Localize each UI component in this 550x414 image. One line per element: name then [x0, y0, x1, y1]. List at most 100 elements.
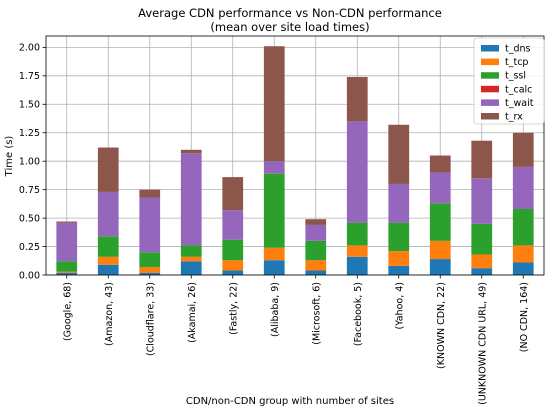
bars-layer	[56, 46, 534, 275]
legend-label: t_calc	[505, 84, 532, 95]
chart-subtitle: (mean over site load times)	[210, 20, 369, 34]
y-tick-label: 0.75	[19, 185, 40, 196]
bar-segment-t-rx	[429, 155, 451, 173]
y-tick-label: 1.50	[19, 100, 40, 111]
bar-segment-t-tcp	[97, 256, 119, 265]
bar-segment-t-wait	[56, 222, 78, 262]
bar-segment-t-ssl	[346, 222, 368, 246]
bar-segment-t-rx	[471, 140, 493, 179]
x-tick-label: (Amazon, 43)	[104, 282, 115, 346]
legend-label: t_tcp	[505, 57, 528, 68]
legend-label: t_ssl	[505, 71, 526, 82]
legend-swatch-t-tcp	[481, 58, 499, 66]
bar-segment-t-dns	[305, 270, 327, 275]
bar-segment-t-wait	[97, 191, 119, 237]
bar-segment-t-rx	[512, 132, 534, 167]
y-tick-label: 0.25	[19, 242, 40, 253]
bar-segment-t-rx	[56, 221, 78, 223]
chart-title: Average CDN performance vs Non-CDN perfo…	[138, 6, 442, 20]
legend-label: t_wait	[505, 98, 534, 109]
legend-swatch-t-rx	[481, 113, 499, 120]
bar-segment-t-wait	[180, 153, 202, 246]
y-axis-label: Time (s)	[4, 136, 15, 178]
legend-swatch-t-dns	[481, 45, 499, 52]
bar-segment-t-ssl	[471, 223, 493, 255]
bar-segment-t-dns	[512, 262, 534, 275]
bar-segment-t-rx	[222, 177, 244, 211]
y-ticks: 0.00 0.25 0.50 0.75 1.00 1.25 1.50 1.75 2.00	[19, 43, 46, 281]
bar-segment-t-ssl	[222, 239, 244, 261]
bar-segment-t-ssl	[512, 208, 534, 246]
bar-segment-t-wait	[305, 224, 327, 241]
bar-segment-t-dns	[222, 270, 244, 275]
y-tick-label: 0.00	[19, 270, 40, 281]
bar-segment-t-dns	[139, 272, 161, 275]
legend-swatch-t-calc	[481, 85, 499, 93]
bar-segment-t-ssl	[56, 261, 78, 272]
bar-segment-t-dns	[263, 260, 285, 275]
bar-segment-t-wait	[388, 183, 410, 223]
bar-segment-t-rx	[97, 147, 119, 192]
bar-segment-t-rx	[305, 219, 327, 225]
bar-segment-t-tcp	[305, 260, 327, 271]
bar-segment-t-dns	[346, 256, 368, 275]
y-tick-label: 1.25	[19, 128, 40, 139]
x-tick-label: (Fastly, 22)	[228, 282, 239, 335]
bar-segment-t-wait	[263, 161, 285, 174]
bar-segment-t-ssl	[388, 222, 410, 252]
x-tick-label: (Akamai, 26)	[187, 282, 198, 343]
bar-segment-t-wait	[346, 121, 368, 223]
bar-segment-t-ssl	[139, 252, 161, 268]
plot-frame	[45, 35, 545, 276]
bar-segment-t-tcp	[429, 240, 451, 260]
bar-segment-t-rx	[180, 149, 202, 154]
y-tick-label: 1.75	[19, 71, 40, 82]
bar-segment-t-dns	[97, 264, 119, 275]
legend-swatch-t-ssl	[481, 72, 499, 79]
bar-segment-t-dns	[388, 265, 410, 275]
grid-layer	[46, 36, 544, 276]
bar-segment-t-dns	[429, 259, 451, 275]
bar-segment-t-wait	[222, 210, 244, 240]
bar-segment-t-tcp	[222, 260, 244, 271]
bar-segment-t-tcp	[388, 251, 410, 266]
bar-segment-t-rx	[263, 46, 285, 162]
y-tick-label: 1.00	[19, 156, 40, 167]
bar-segment-t-tcp	[512, 245, 534, 263]
bar-segment-t-tcp	[263, 247, 285, 261]
bar-segment-t-wait	[512, 166, 534, 209]
axes-layer	[45, 35, 545, 276]
bar-segment-t-dns	[471, 268, 493, 275]
x-tick-label: (Google, 68)	[62, 282, 73, 341]
bar-segment-t-ssl	[429, 203, 451, 241]
bar-segment-t-dns	[56, 272, 78, 275]
bar-segment-t-rx	[388, 124, 410, 184]
legend: t_dns t_tcp t_ssl t_calc t_wait t_rx	[473, 37, 545, 125]
bar-segment-t-tcp	[139, 267, 161, 273]
bar-segment-t-tcp	[346, 245, 368, 257]
bar-segment-t-ssl	[263, 173, 285, 248]
legend-label: t_dns	[505, 44, 531, 55]
bar-segment-t-tcp	[56, 271, 78, 273]
bar-segment-t-tcp	[180, 256, 202, 262]
legend-label: t_rx	[505, 112, 523, 123]
bar-segment-t-ssl	[180, 245, 202, 257]
x-tick-label: (Microsoft, 6)	[311, 282, 322, 345]
bar-segment-t-rx	[346, 76, 368, 122]
x-tick-label: (UNKNOWN CDN URL, 49)	[477, 282, 488, 405]
legend-swatch-t-wait	[481, 99, 499, 106]
x-tick-label: (NO CDN, 164)	[519, 282, 530, 352]
x-tick-label: (KNOWN CDN, 22)	[436, 282, 447, 369]
x-tick-label: (Facebook, 5)	[353, 282, 364, 346]
x-ticks: (Google, 68) (Amazon, 43) (Cloudflare, 33)…	[62, 275, 530, 405]
bar-segment-t-rx	[139, 189, 161, 198]
bar-segment-t-ssl	[305, 240, 327, 261]
bar-segment-t-tcp	[471, 254, 493, 269]
bar-segment-t-wait	[471, 178, 493, 224]
x-tick-label: (Yahoo, 4)	[394, 282, 405, 329]
y-tick-label: 2.00	[19, 43, 40, 54]
bar-segment-t-wait	[429, 172, 451, 204]
x-tick-label: (Cloudflare, 33)	[145, 282, 156, 356]
